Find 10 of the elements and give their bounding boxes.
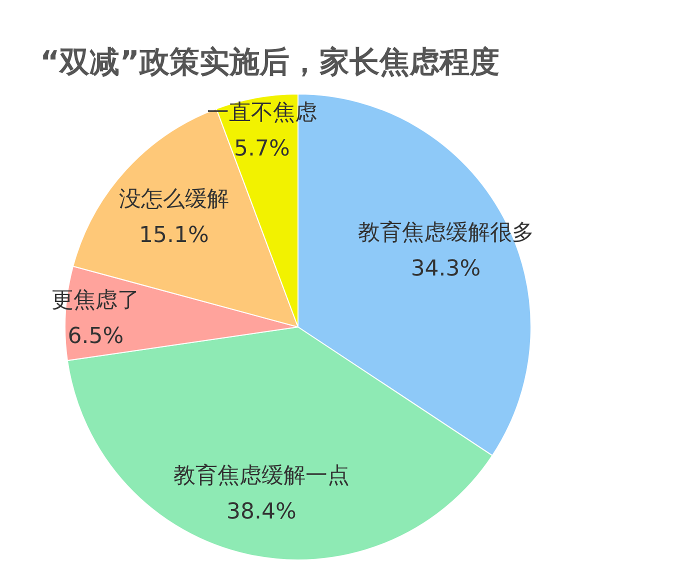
data-label: 38.4% (226, 500, 296, 525)
data-label: 6.5% (68, 324, 124, 349)
slice-label: 没怎么缓解 (118, 187, 229, 212)
data-label: 34.3% (410, 256, 481, 282)
data-label: 15.1% (138, 223, 209, 248)
data-label: 5.7% (234, 136, 290, 162)
chart-title: “双减”政策实施后，家长焦虑程度 (40, 45, 500, 80)
slice-label: 教育焦虑缓解很多 (358, 220, 534, 246)
slice-label: 更焦虑了 (52, 288, 140, 313)
slice-label: 教育焦虑缓解一点 (173, 462, 350, 489)
